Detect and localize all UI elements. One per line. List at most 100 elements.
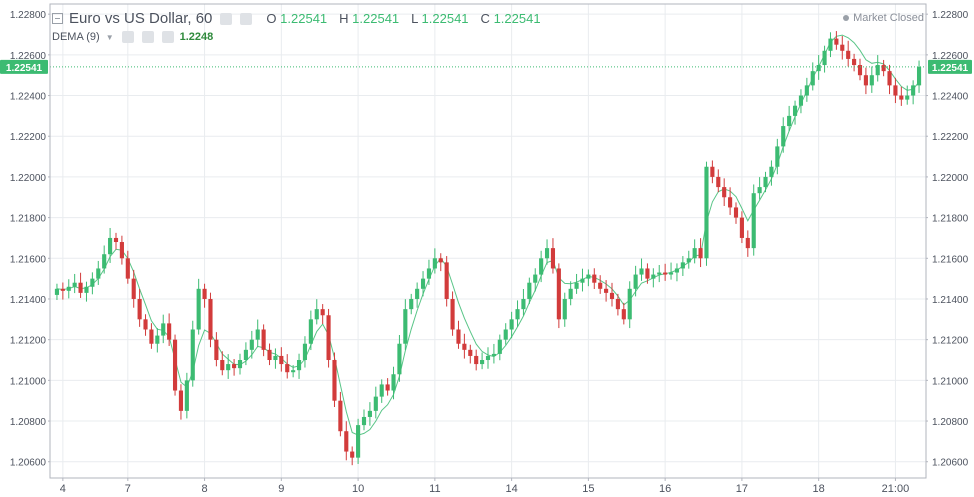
candle-body: [237, 360, 243, 369]
candle-body: [125, 258, 130, 279]
candle-body: [586, 274, 591, 279]
open-label: O: [266, 11, 277, 26]
candle-body: [562, 298, 567, 320]
candle-body: [757, 187, 762, 194]
close-value: 1.22541: [493, 11, 541, 26]
candle-body: [84, 286, 89, 293]
candle-body: [887, 71, 892, 86]
candle-body: [320, 309, 325, 316]
candle-body: [539, 258, 544, 275]
candle-body: [220, 360, 225, 371]
legend-main: Euro vs US Dollar, 60 O 1.22541 H 1.2254…: [52, 10, 541, 27]
candle-body: [609, 292, 615, 299]
candle-body: [651, 274, 656, 279]
x-tick-label: 17: [736, 483, 748, 495]
last-price-badge-right: [928, 59, 972, 74]
candle-body: [881, 65, 886, 72]
y-tick-label-left: 1.22600: [10, 51, 47, 62]
candle-body: [60, 288, 65, 291]
candle-body: [167, 323, 172, 340]
candle-body: [350, 451, 355, 458]
low-label: L: [411, 11, 418, 26]
candle-body: [249, 339, 254, 350]
y-tick-label-right: 1.22800: [932, 10, 969, 21]
candle-body: [686, 258, 691, 263]
collapse-icon[interactable]: [52, 13, 63, 24]
close-label: C: [480, 11, 490, 26]
candle-body: [131, 278, 136, 299]
candle-body: [798, 95, 804, 106]
candle-body: [308, 319, 313, 344]
candle-body: [621, 309, 626, 320]
candle-body: [674, 268, 680, 273]
candle-body: [113, 237, 119, 243]
candle-body: [781, 126, 786, 147]
candle-body: [574, 282, 579, 289]
candle-body: [302, 343, 308, 361]
candle-body: [905, 95, 910, 100]
candle-body: [592, 274, 597, 283]
candle-body: [273, 355, 278, 361]
x-tick-label: 16: [659, 483, 671, 495]
candle-body: [680, 262, 685, 269]
candle-body: [409, 298, 414, 310]
candle-body: [503, 329, 508, 340]
candle-body: [751, 193, 756, 249]
candle-body: [255, 329, 260, 340]
candle-body: [279, 355, 284, 365]
candle-body: [66, 286, 71, 291]
candle-body: [214, 339, 219, 361]
last-price-label-right: 1.22541: [932, 63, 969, 74]
candle-body: [232, 364, 237, 369]
candle-body: [296, 360, 302, 371]
candle-body: [509, 319, 514, 330]
candle-body: [857, 65, 863, 76]
candle-body: [137, 298, 142, 320]
x-tick-label: 4: [60, 483, 66, 495]
last-price-line: 1.22541 1.22541: [0, 59, 972, 74]
eye-icon[interactable]: [121, 31, 134, 43]
candle-body: [474, 355, 479, 365]
candle-body: [444, 262, 449, 299]
candle-body: [332, 360, 337, 401]
candle-body: [314, 309, 319, 320]
candle-body: [698, 248, 703, 259]
y-tick-label-right: 1.21600: [932, 254, 969, 265]
candle-body: [267, 349, 272, 361]
x-tick-label: 21:00: [882, 483, 910, 495]
candle-body: [468, 349, 473, 356]
y-tick-label-right: 1.21200: [932, 336, 969, 347]
settings-icon[interactable]: [220, 12, 233, 25]
candle-body: [745, 237, 750, 249]
gear-icon[interactable]: [141, 31, 154, 43]
x-tick-label: 11: [429, 483, 440, 495]
candle-body: [840, 44, 845, 51]
candle-body: [285, 364, 290, 373]
y-tick-label-left: 1.20600: [10, 458, 47, 469]
candle-body: [733, 207, 739, 218]
candle-body: [863, 75, 868, 86]
candle-body: [379, 384, 384, 397]
candle-body: [627, 288, 632, 320]
candle-body: [816, 65, 821, 72]
candle-body: [403, 309, 408, 344]
candle-body: [78, 282, 83, 293]
candle-body: [769, 166, 774, 177]
format-icon[interactable]: [240, 12, 253, 25]
candle-body: [515, 309, 520, 320]
candle-body: [568, 288, 573, 299]
candle-body: [657, 272, 662, 275]
candle-body: [102, 254, 107, 269]
close-icon[interactable]: [161, 31, 174, 43]
candle-body: [639, 268, 644, 275]
y-tick-label-right: 1.22600: [932, 51, 969, 62]
candle-body: [716, 176, 721, 188]
chevron-down-icon[interactable]: ▼: [105, 32, 114, 42]
candle-body: [456, 329, 461, 344]
axes: 1.22800 1.22800 1.22600 1.22600 1.22400 1.224…: [10, 3, 969, 495]
candle-body: [810, 71, 815, 86]
candle-body: [184, 380, 189, 411]
candle-body: [722, 187, 727, 198]
candle-body: [550, 248, 556, 269]
